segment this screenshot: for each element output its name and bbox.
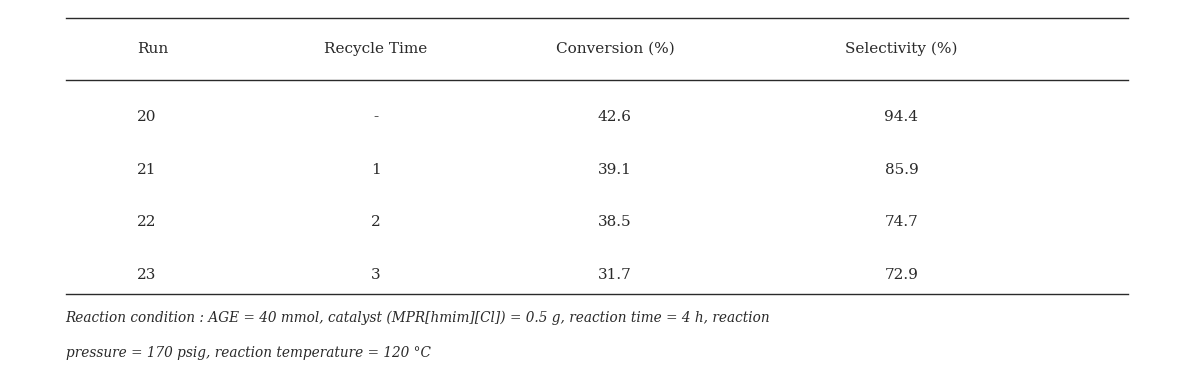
Text: -: - — [374, 110, 378, 124]
Text: Selectivity (%): Selectivity (%) — [845, 42, 958, 56]
Text: 22: 22 — [137, 215, 156, 229]
Text: Recycle Time: Recycle Time — [325, 42, 427, 56]
Text: Conversion (%): Conversion (%) — [555, 42, 675, 56]
Text: 42.6: 42.6 — [598, 110, 632, 124]
Text: Run: Run — [137, 42, 168, 56]
Text: pressure = 170 psig, reaction temperature = 120 °C: pressure = 170 psig, reaction temperatur… — [66, 346, 431, 360]
Text: 23: 23 — [137, 268, 156, 282]
Text: 21: 21 — [137, 163, 156, 177]
Text: 2: 2 — [371, 215, 381, 229]
Text: 20: 20 — [137, 110, 156, 124]
Text: 3: 3 — [371, 268, 381, 282]
Text: 74.7: 74.7 — [885, 215, 918, 229]
Text: 39.1: 39.1 — [598, 163, 632, 177]
Text: 31.7: 31.7 — [598, 268, 632, 282]
Text: 94.4: 94.4 — [885, 110, 918, 124]
Text: 85.9: 85.9 — [885, 163, 918, 177]
Text: 1: 1 — [371, 163, 381, 177]
Text: 38.5: 38.5 — [598, 215, 632, 229]
Text: 72.9: 72.9 — [885, 268, 918, 282]
Text: Reaction condition : AGE = 40 mmol, catalyst (MPR[hmim][Cl]) = 0.5 g, reaction t: Reaction condition : AGE = 40 mmol, cata… — [66, 311, 770, 325]
